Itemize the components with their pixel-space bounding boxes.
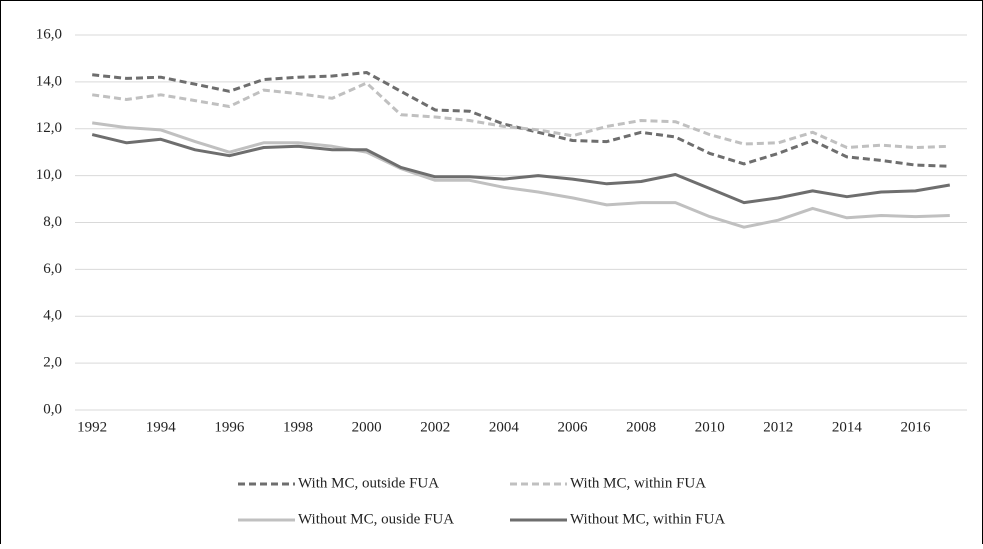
x-tick-label: 2006 xyxy=(557,419,588,435)
x-tick-label: 1994 xyxy=(146,419,177,435)
y-tick-label: 14,0 xyxy=(36,73,62,89)
x-tick-label: 2012 xyxy=(763,419,793,435)
x-tick-label: 2000 xyxy=(352,419,382,435)
x-tick-label: 2014 xyxy=(832,419,863,435)
y-tick-label: 12,0 xyxy=(36,120,62,136)
series-line xyxy=(91,81,950,149)
x-tick-label: 1992 xyxy=(77,419,107,435)
x-tick-label: 2004 xyxy=(489,419,520,435)
series-line xyxy=(91,133,951,205)
x-tick-label: 2010 xyxy=(695,419,725,435)
legend-label: Without MC, ouside FUA xyxy=(298,511,454,527)
x-tick-label: 2008 xyxy=(626,419,656,435)
y-tick-label: 10,0 xyxy=(36,167,62,183)
x-tick-label: 1996 xyxy=(214,419,245,435)
y-tick-label: 8,0 xyxy=(43,214,62,230)
y-tick-label: 2,0 xyxy=(43,355,62,371)
y-tick-label: 0,0 xyxy=(43,401,62,417)
legend-label: With MC, within FUA xyxy=(570,475,706,491)
x-tick-label: 2002 xyxy=(420,419,450,435)
series-line xyxy=(91,121,950,229)
legend-label: With MC, outside FUA xyxy=(298,475,439,491)
y-tick-label: 6,0 xyxy=(43,261,62,277)
x-tick-label: 2016 xyxy=(901,419,932,435)
y-tick-label: 4,0 xyxy=(43,308,62,324)
series-line xyxy=(92,71,950,168)
y-tick-label: 16,0 xyxy=(36,26,62,42)
legend-label: Without MC, within FUA xyxy=(570,511,725,527)
x-tick-label: 1998 xyxy=(283,419,313,435)
